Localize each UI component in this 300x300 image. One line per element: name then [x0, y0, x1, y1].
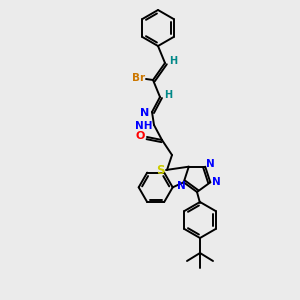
Text: NH: NH — [135, 121, 153, 131]
Text: N: N — [140, 108, 150, 118]
Text: Br: Br — [132, 73, 146, 83]
Text: H: H — [169, 56, 177, 66]
Text: N: N — [206, 159, 214, 169]
Text: N: N — [177, 181, 186, 191]
Text: N: N — [212, 177, 221, 187]
Text: S: S — [156, 164, 164, 178]
Text: O: O — [135, 131, 145, 141]
Text: H: H — [164, 90, 172, 100]
